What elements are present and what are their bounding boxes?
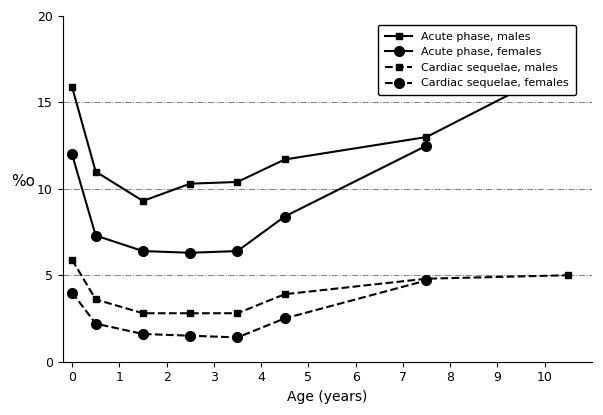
Cardiac sequelae, females (68, 290, 75, 295)
X-axis label: Age (years): Age (years) (287, 390, 367, 404)
Line: Cardiac sequelae, males: Cardiac sequelae, males (69, 256, 572, 317)
Acute phase, females (234, 249, 241, 254)
Cardiac sequelae, females (423, 278, 430, 283)
Cardiac sequelae, males (68, 257, 75, 262)
Cardiac sequelae, males (186, 311, 194, 316)
Acute phase, males (68, 84, 75, 89)
Cardiac sequelae, males (234, 311, 241, 316)
Acute phase, females (423, 143, 430, 148)
Acute phase, females (139, 249, 147, 254)
Acute phase, females (186, 250, 194, 255)
Acute phase, males (139, 198, 147, 203)
Cardiac sequelae, males (139, 311, 147, 316)
Acute phase, males (423, 134, 430, 139)
Acute phase, males (564, 62, 572, 67)
Acute phase, females (68, 152, 75, 157)
Cardiac sequelae, females (234, 335, 241, 340)
Y-axis label: %o: %o (11, 174, 35, 189)
Line: Acute phase, females: Acute phase, females (67, 141, 431, 258)
Cardiac sequelae, females (92, 321, 99, 326)
Line: Acute phase, males: Acute phase, males (69, 61, 572, 205)
Cardiac sequelae, males (423, 276, 430, 281)
Acute phase, females (281, 214, 288, 219)
Legend: Acute phase, males, Acute phase, females, Cardiac sequelae, males, Cardiac seque: Acute phase, males, Acute phase, females… (378, 25, 576, 95)
Cardiac sequelae, females (139, 332, 147, 337)
Cardiac sequelae, females (281, 316, 288, 321)
Cardiac sequelae, females (186, 333, 194, 338)
Cardiac sequelae, males (281, 292, 288, 297)
Cardiac sequelae, males (564, 273, 572, 278)
Acute phase, males (234, 179, 241, 184)
Acute phase, males (92, 169, 99, 174)
Cardiac sequelae, males (92, 297, 99, 302)
Acute phase, males (186, 181, 194, 186)
Line: Cardiac sequelae, females: Cardiac sequelae, females (67, 276, 431, 342)
Acute phase, males (281, 157, 288, 162)
Acute phase, females (92, 233, 99, 238)
